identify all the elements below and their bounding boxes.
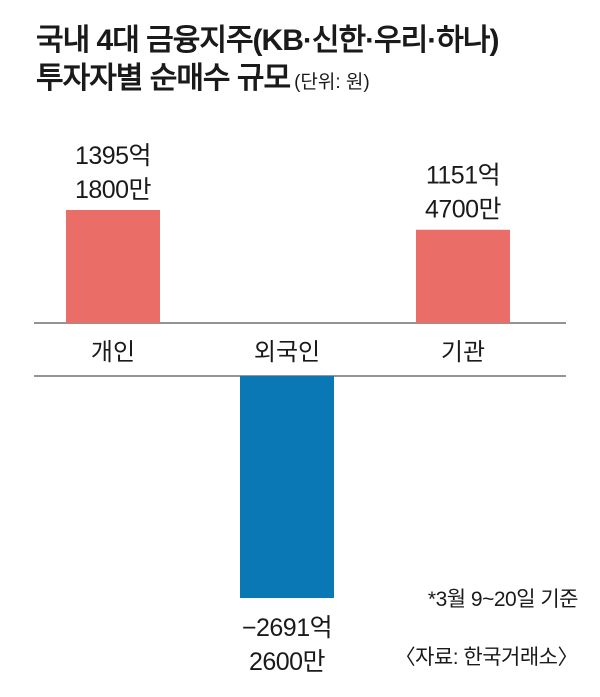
source-note: 〈자료: 한국거래소〉 (394, 646, 579, 669)
bar-3 (416, 229, 510, 323)
bar-2 (240, 376, 334, 598)
category-label-2: 외국인 (254, 339, 320, 366)
value-label-2-1: −2691억 (242, 614, 332, 642)
title-line-2: 투자자별 순매수 규모 (36, 62, 291, 95)
unit-label: (단위: 원) (294, 72, 370, 93)
value-label-3-1: 1151억 (426, 162, 500, 190)
basis-note: *3월 9~20일 기준 (427, 588, 579, 611)
category-label-3: 기관 (441, 339, 485, 366)
value-label-3-2: 4700만 (425, 196, 502, 224)
category-label-1: 개인 (91, 339, 135, 366)
title-line-1: 국내 4대 금융지주(KB·신한·우리·하나) (36, 24, 499, 57)
value-label-1-1: 1395억 (75, 142, 151, 170)
chart-title: 국내 4대 금융지주(KB·신한·우리·하나) 투자자별 순매수 규모 (단위: … (36, 22, 499, 102)
bar-1 (66, 210, 160, 323)
value-label-2-2: 2600만 (249, 648, 326, 676)
value-label-1-2: 1800만 (75, 176, 152, 204)
